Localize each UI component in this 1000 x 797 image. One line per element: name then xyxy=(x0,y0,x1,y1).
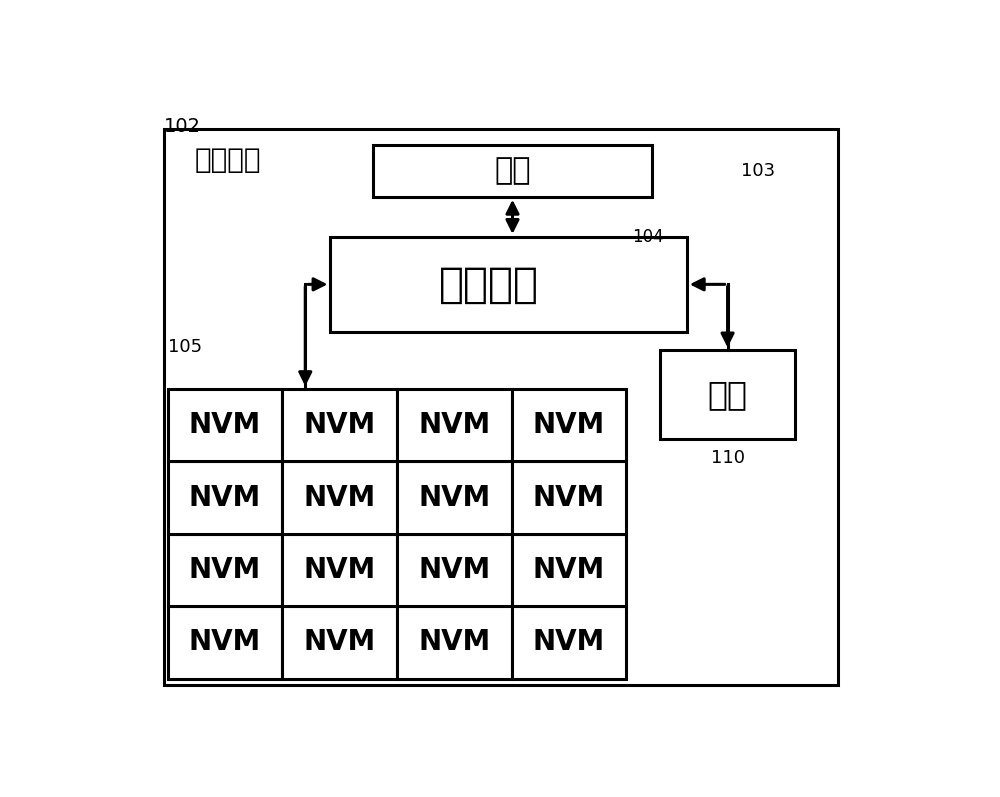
Bar xyxy=(512,607,626,679)
Text: NVM: NVM xyxy=(418,411,490,439)
Bar xyxy=(282,461,397,534)
Text: NVM: NVM xyxy=(418,556,490,584)
Text: NVM: NVM xyxy=(189,629,261,657)
Text: NVM: NVM xyxy=(304,411,376,439)
Bar xyxy=(660,351,795,439)
Text: NVM: NVM xyxy=(304,556,376,584)
Bar xyxy=(168,607,282,679)
Bar xyxy=(168,389,282,461)
Bar xyxy=(168,534,282,607)
Text: NVM: NVM xyxy=(418,629,490,657)
Text: NVM: NVM xyxy=(418,484,490,512)
Text: 104: 104 xyxy=(633,228,664,246)
Bar xyxy=(397,389,512,461)
Text: 存储设备: 存储设备 xyxy=(195,146,261,174)
Text: 102: 102 xyxy=(164,117,201,136)
Bar xyxy=(330,237,687,332)
Bar xyxy=(397,607,512,679)
Bar xyxy=(397,534,512,607)
Bar xyxy=(373,145,652,197)
Text: NVM: NVM xyxy=(304,629,376,657)
Text: NVM: NVM xyxy=(304,484,376,512)
Bar xyxy=(282,389,397,461)
Bar xyxy=(282,607,397,679)
Text: 接口: 接口 xyxy=(494,156,531,186)
Text: NVM: NVM xyxy=(189,411,261,439)
Text: NVM: NVM xyxy=(533,629,605,657)
Bar xyxy=(512,534,626,607)
Text: NVM: NVM xyxy=(533,411,605,439)
Bar xyxy=(168,461,282,534)
Text: 110: 110 xyxy=(711,449,745,466)
Bar xyxy=(164,129,838,685)
Text: 103: 103 xyxy=(741,162,775,180)
Text: 105: 105 xyxy=(168,338,202,355)
Bar xyxy=(512,461,626,534)
Bar xyxy=(397,461,512,534)
Text: NVM: NVM xyxy=(533,484,605,512)
Text: 固件: 固件 xyxy=(708,379,748,411)
Bar xyxy=(512,389,626,461)
Text: 控制部件: 控制部件 xyxy=(439,263,539,305)
Text: NVM: NVM xyxy=(189,556,261,584)
Bar xyxy=(282,534,397,607)
Text: NVM: NVM xyxy=(189,484,261,512)
Text: NVM: NVM xyxy=(533,556,605,584)
